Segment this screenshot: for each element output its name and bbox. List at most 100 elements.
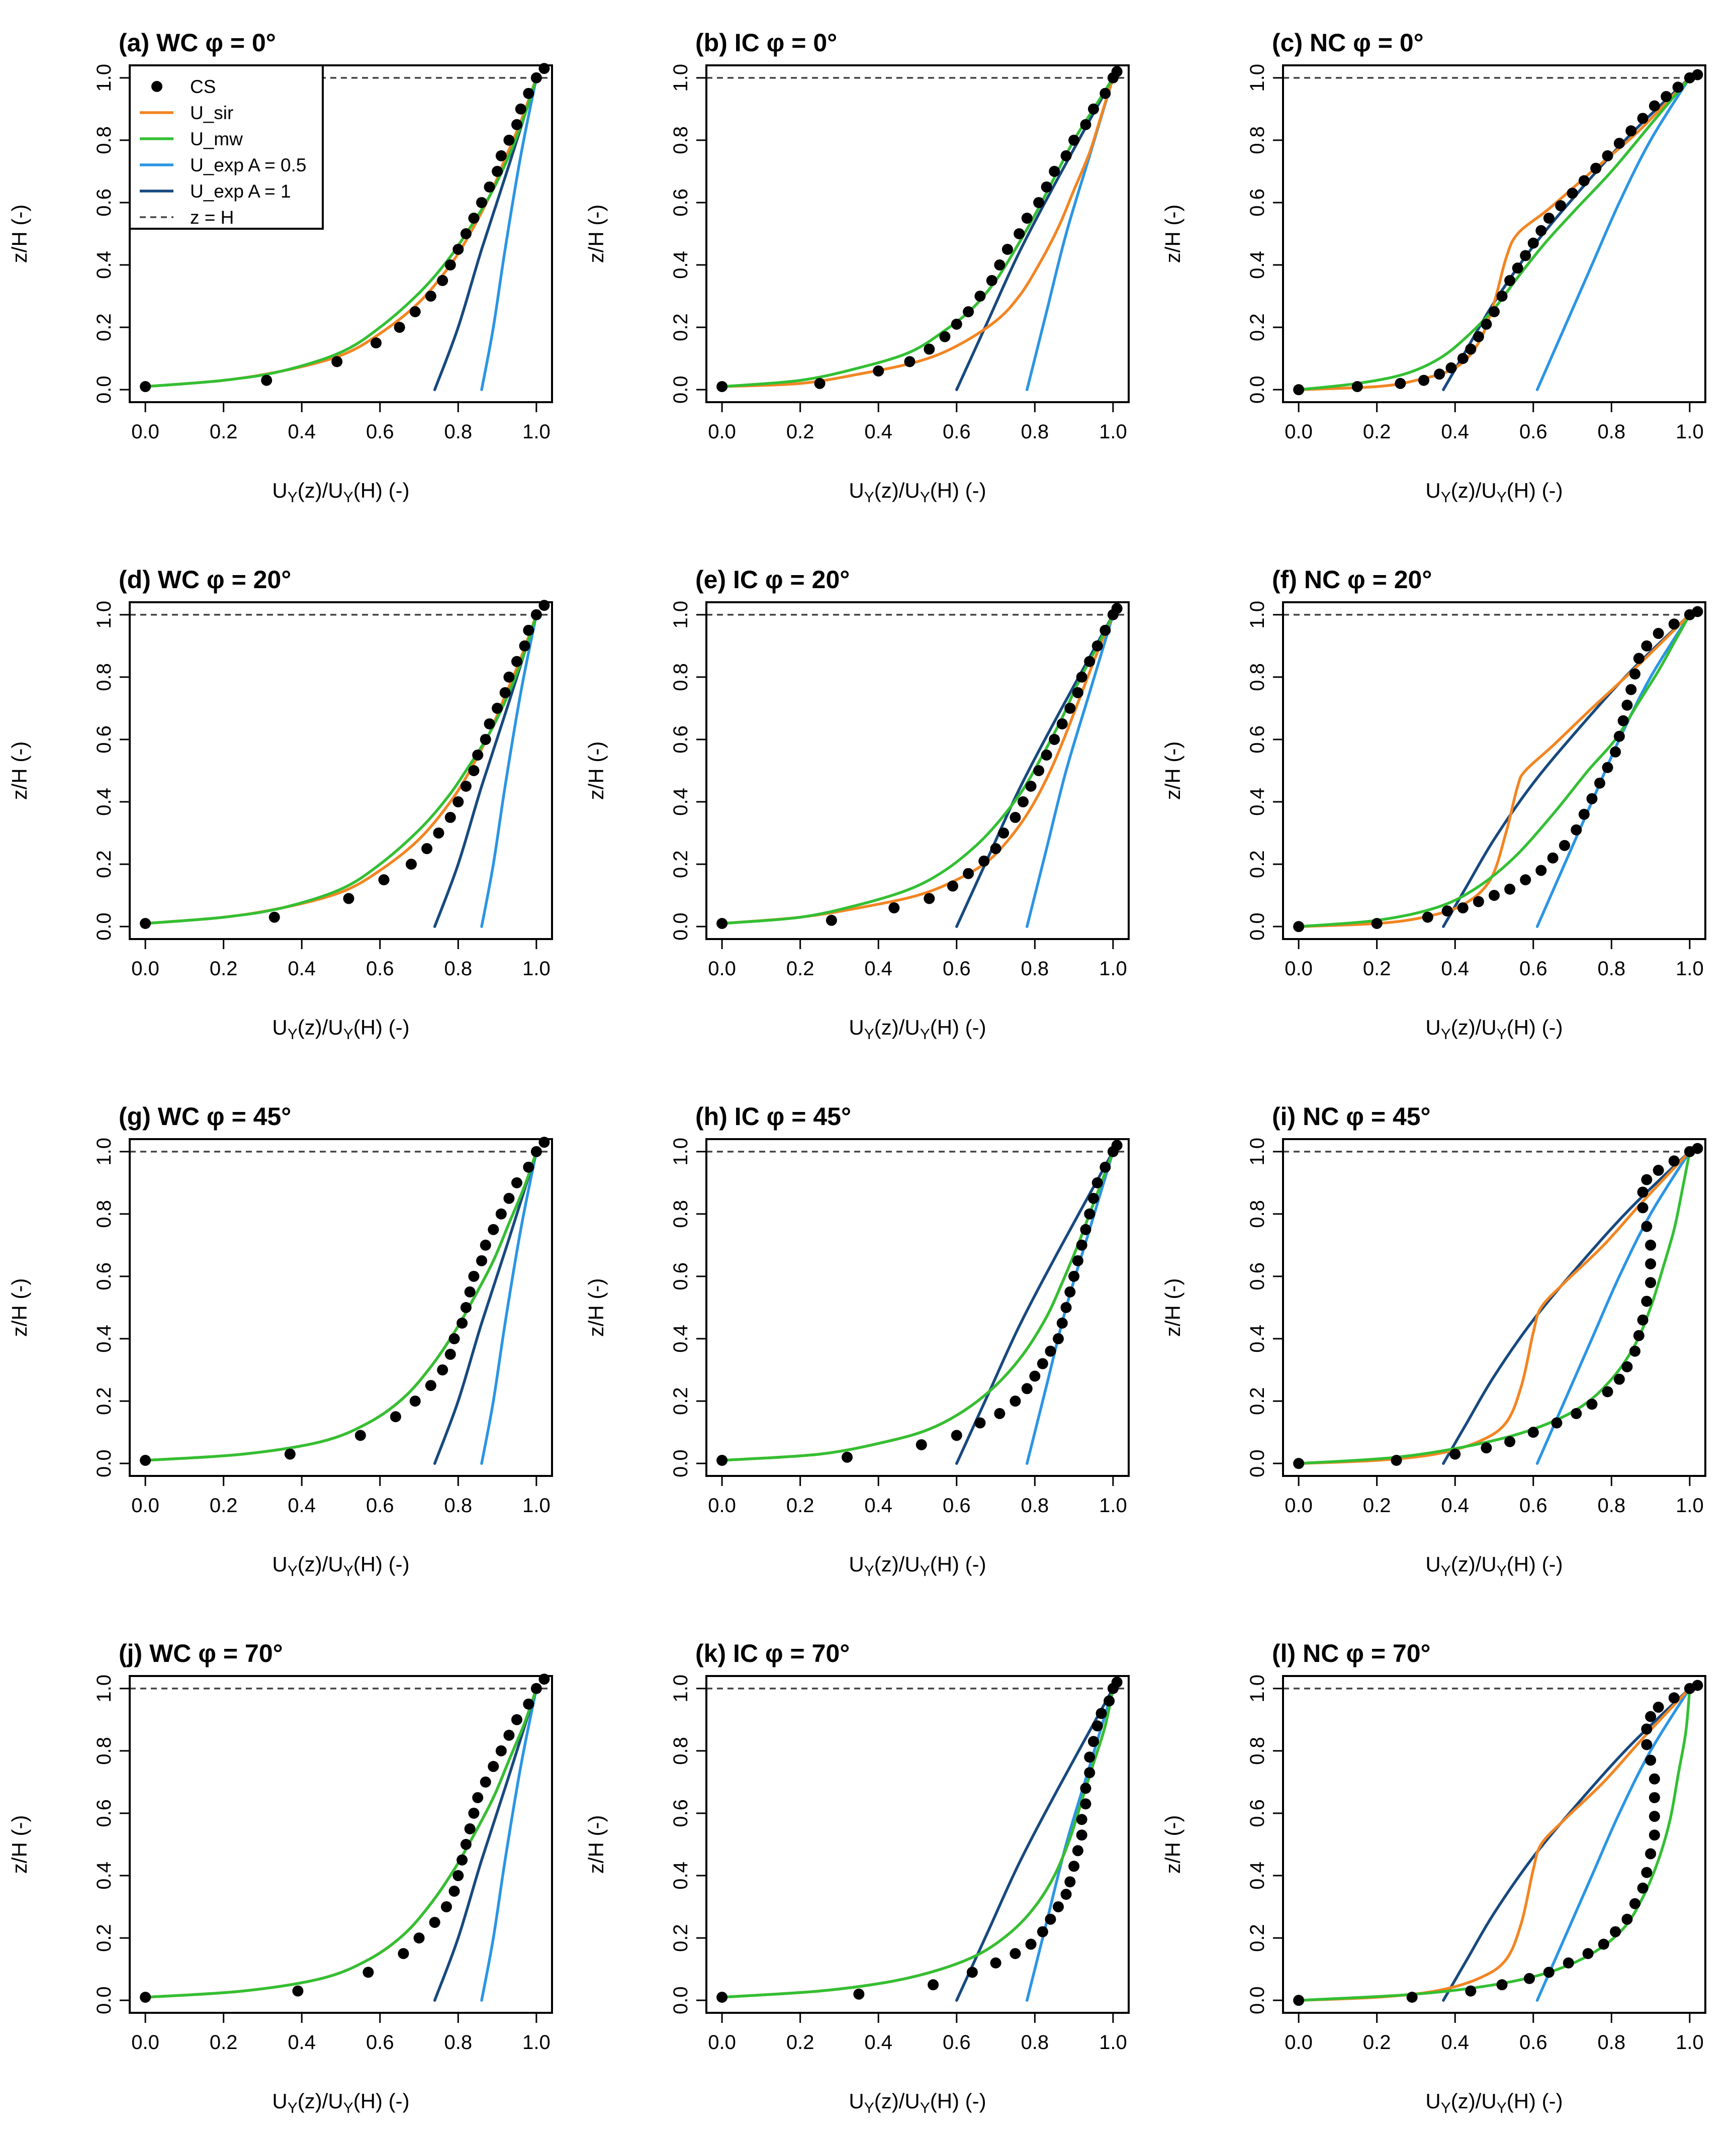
x-tick-label: 0.8 xyxy=(444,1495,473,1517)
cs-point xyxy=(1551,1417,1563,1429)
cs-point xyxy=(994,259,1006,271)
panel-k: (k) IC φ = 70° 0.0 0.2 0.4 0.6 0.8 1.0 0.0 0.2 0.… xyxy=(584,1639,1130,2116)
cs-point xyxy=(1496,291,1508,302)
y-tick-label: 1.0 xyxy=(670,64,692,92)
x-axis-label: UY(z)/UY(H) (-) xyxy=(272,2089,409,2116)
cs-point xyxy=(1692,1680,1703,1691)
cs-point xyxy=(409,306,421,318)
y-axis-label: z/H (-) xyxy=(584,1278,608,1337)
x-axis-label-part: Y xyxy=(1441,1026,1451,1043)
cs-point xyxy=(1395,378,1406,389)
cs-point xyxy=(1645,1277,1657,1288)
panel-a: (a) WC φ = 0° 0.0 0.2 0.4 0.6 0.8 1.0 0.0 0.2 0.4… xyxy=(8,29,553,506)
x-axis-label-part: (z)/U xyxy=(874,479,920,502)
cs-point xyxy=(1629,1345,1640,1357)
cs-point xyxy=(1582,1948,1594,1960)
cs-point xyxy=(1629,668,1640,680)
y-tick-label: 0.2 xyxy=(670,1924,692,1952)
y-tick-label: 0.0 xyxy=(93,1449,115,1477)
cs-point xyxy=(1293,1458,1305,1469)
x-axis-label-part: Y xyxy=(1497,1026,1507,1043)
cs-point xyxy=(1610,746,1621,758)
x-tick-label: 0.0 xyxy=(708,421,736,443)
cs-point xyxy=(1029,1370,1041,1382)
y-tick-label: 0.0 xyxy=(670,912,692,941)
cs-point xyxy=(826,914,837,926)
y-tick-label: 0.2 xyxy=(93,1924,115,1952)
series-u-sir xyxy=(720,1687,1115,1999)
cs-point xyxy=(390,1411,401,1423)
x-tick-label: 0.8 xyxy=(1598,958,1626,980)
cs-point xyxy=(1672,81,1684,93)
cs-point xyxy=(452,244,464,255)
plot-frame xyxy=(1282,601,1706,940)
series-u-mw xyxy=(144,76,538,388)
cs-point xyxy=(1010,1948,1021,1960)
x-axis-label-part: Y xyxy=(920,489,930,506)
x-tick-label: 0.4 xyxy=(288,1495,316,1517)
cs-point xyxy=(1095,1708,1107,1719)
y-tick-label: 0.8 xyxy=(1246,663,1268,691)
cs-point xyxy=(1033,765,1045,776)
panel-title: (h) IC φ = 45° xyxy=(695,1102,851,1131)
cs-point xyxy=(1111,1140,1123,1151)
x-axis-label: UY(z)/UY(H) (-) xyxy=(849,479,986,506)
cs-point xyxy=(1060,1302,1072,1313)
x-tick-label: 0.0 xyxy=(1285,421,1313,443)
cs-point xyxy=(1084,1208,1095,1220)
legend-cs-marker xyxy=(151,81,162,92)
y-tick-label: 0.0 xyxy=(1246,1449,1268,1477)
cs-point xyxy=(1527,1427,1539,1438)
y-tick-label: 0.8 xyxy=(93,1200,115,1228)
cs-point xyxy=(1590,162,1602,174)
cs-point xyxy=(1637,1882,1649,1894)
x-axis-label: UY(z)/UY(H) (-) xyxy=(272,1552,409,1579)
y-tick-label: 1.0 xyxy=(93,64,115,92)
x-axis-label-part: U xyxy=(272,1015,287,1039)
cs-point xyxy=(460,228,472,239)
cs-point xyxy=(1633,1330,1644,1341)
x-axis-label-part: (H) (-) xyxy=(353,1552,410,1576)
series-u-sir xyxy=(720,76,1115,388)
cs-point xyxy=(814,378,826,389)
series-u-mw xyxy=(720,1687,1115,1999)
x-tick-label: 0.8 xyxy=(1021,1495,1049,1517)
cs-point xyxy=(530,609,542,620)
cs-point xyxy=(1037,1358,1048,1369)
cs-point xyxy=(1578,808,1590,820)
x-axis-label: UY(z)/UY(H) (-) xyxy=(272,1015,409,1043)
plot-frame xyxy=(129,1138,553,1477)
x-axis-label-part: (z)/U xyxy=(1451,1552,1497,1576)
cs-point xyxy=(1668,1155,1680,1167)
cs-point xyxy=(140,381,151,392)
cs-point xyxy=(1649,1792,1660,1803)
cs-point xyxy=(284,1448,296,1460)
y-tick-label: 0.6 xyxy=(670,1799,692,1827)
x-tick-label: 0.4 xyxy=(1441,2031,1469,2054)
cs-point xyxy=(511,119,522,130)
cs-point xyxy=(1504,1436,1516,1447)
series-u-exp-a-1 xyxy=(433,1150,538,1465)
series-u-exp-a-1 xyxy=(1442,613,1691,928)
cs-point xyxy=(444,259,456,271)
series-u-exp-a-0-5 xyxy=(1026,613,1115,928)
cs-point xyxy=(519,640,530,652)
cs-point xyxy=(452,796,464,808)
cs-point xyxy=(1084,1767,1095,1779)
cs-point xyxy=(140,1991,151,2003)
x-axis-label-part: Y xyxy=(920,1563,930,1579)
cs-point xyxy=(939,331,951,342)
y-tick-label: 0.0 xyxy=(93,912,115,941)
x-tick-label: 0.6 xyxy=(1519,958,1547,980)
x-axis-label-part: Y xyxy=(1497,489,1507,506)
cs-point xyxy=(1457,353,1469,364)
x-axis-label-part: U xyxy=(1425,2089,1440,2113)
cs-point xyxy=(448,1333,460,1345)
series-u-mw xyxy=(720,76,1115,388)
cs-point xyxy=(464,1286,476,1297)
cs-point xyxy=(1641,1295,1653,1307)
series-u-exp-a-1 xyxy=(1442,1687,1691,2002)
x-tick-label: 1.0 xyxy=(522,2031,551,2054)
x-tick-label: 0.6 xyxy=(943,2031,971,2054)
cs-point xyxy=(1637,1314,1649,1326)
